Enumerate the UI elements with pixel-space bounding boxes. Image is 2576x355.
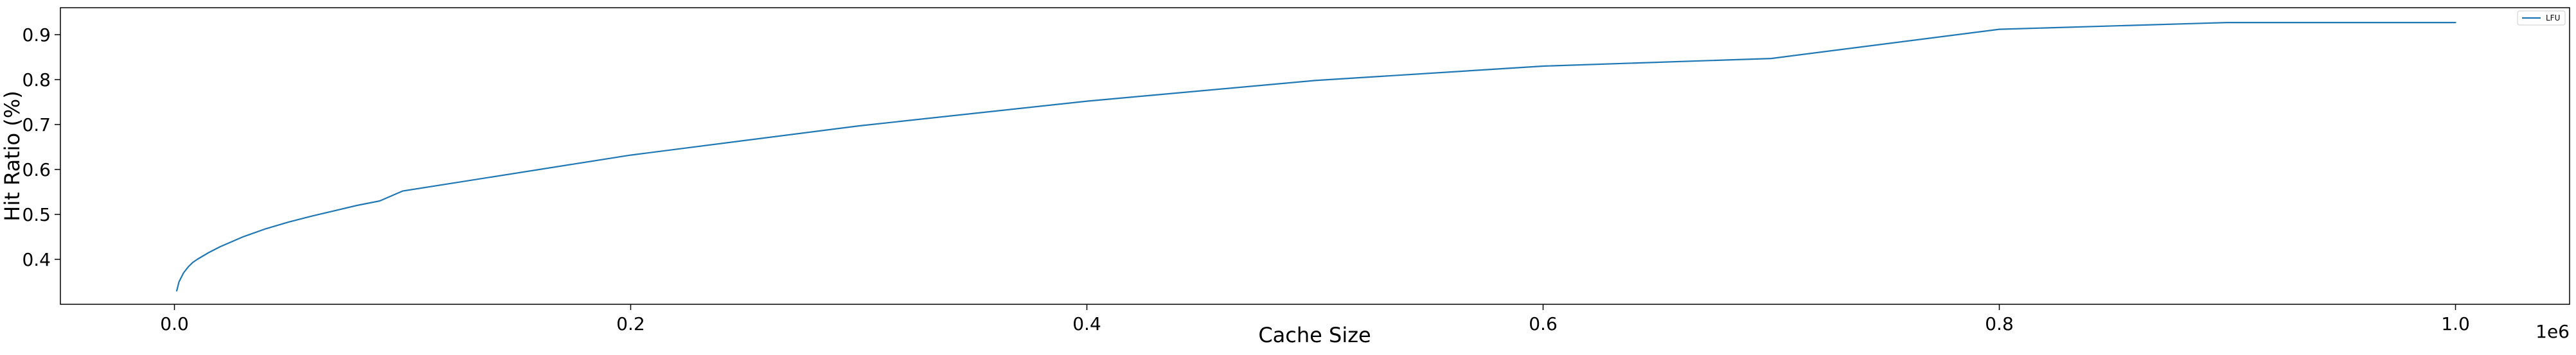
x-tick-label: 0.8 xyxy=(1985,313,2014,334)
y-tick-label: 0.6 xyxy=(22,159,51,180)
y-tick-label: 0.5 xyxy=(22,204,51,225)
y-axis-label: Hit Ratio (%) xyxy=(0,91,24,221)
x-tick-label: 0.2 xyxy=(616,313,645,334)
x-tick-label: 0.0 xyxy=(160,313,189,334)
y-tick-label: 0.8 xyxy=(22,69,51,91)
y-tick-label: 0.4 xyxy=(22,249,51,270)
x-tick-label: 1.0 xyxy=(2441,313,2470,334)
axes-frame xyxy=(60,7,2570,305)
series-line-lfu xyxy=(175,21,2456,292)
legend: LFU xyxy=(2517,10,2566,26)
legend-label: LFU xyxy=(2546,13,2560,22)
legend-box xyxy=(2517,10,2566,26)
x-axis-label: Cache Size xyxy=(1258,323,1371,347)
y-tick-label: 0.7 xyxy=(22,114,51,135)
x-tick-label: 0.6 xyxy=(1529,313,1558,334)
x-tick-label: 0.4 xyxy=(1072,313,1101,334)
y-tick-label: 0.9 xyxy=(22,24,51,46)
x-offset-label: 1e6 xyxy=(2536,321,2570,342)
